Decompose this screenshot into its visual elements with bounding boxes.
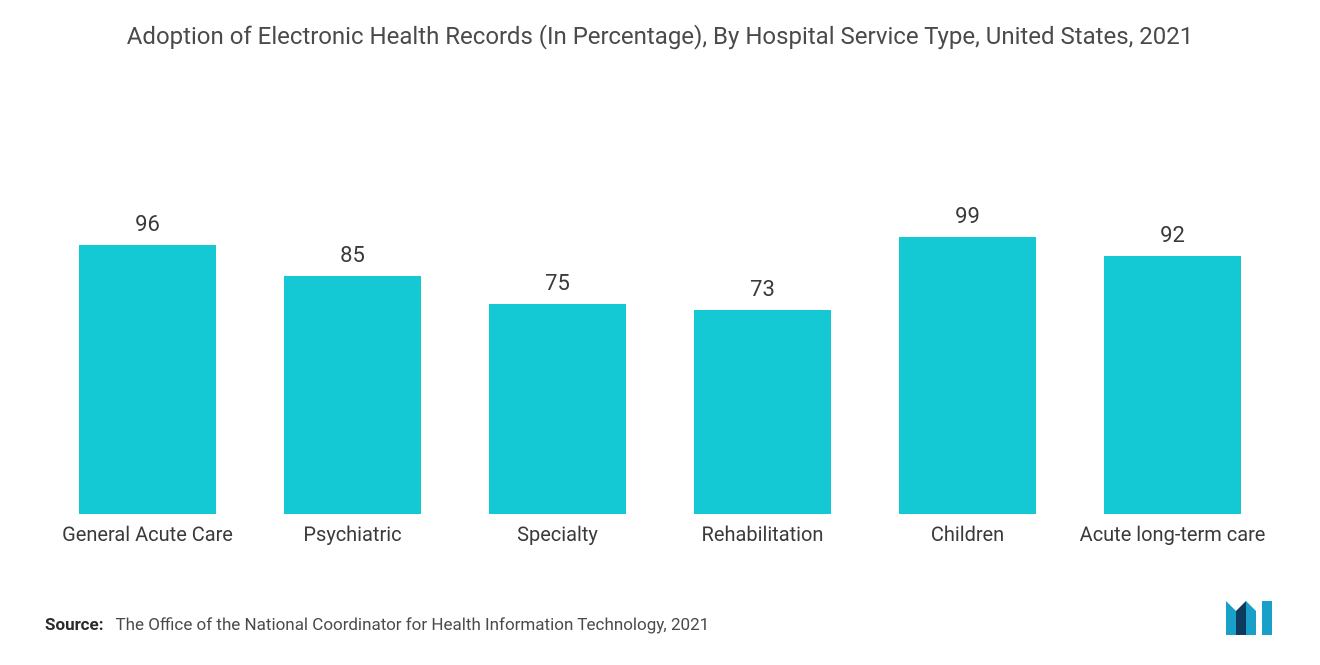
bar-category-label: Rehabilitation [702, 522, 824, 576]
bar-value-label: 75 [545, 271, 570, 296]
bar-group: 92 Acute long-term care [1070, 122, 1275, 576]
bar-group: 99 Children [865, 122, 1070, 576]
brand-logo-icon [1224, 595, 1280, 635]
bar-value-label: 73 [750, 277, 775, 302]
source-text: The Office of the National Coordinator f… [115, 615, 709, 635]
bar-value-label: 96 [135, 212, 160, 237]
bar [1104, 256, 1240, 514]
source-footer: Source: The Office of the National Coord… [45, 581, 1275, 635]
bar-category-label: Specialty [517, 522, 598, 576]
bar-category-label: Psychiatric [303, 522, 401, 576]
bar [489, 304, 625, 514]
bar-value-label: 99 [955, 204, 980, 229]
bar [694, 310, 830, 514]
bar [284, 276, 420, 514]
bar [79, 245, 215, 514]
bar-group: 75 Specialty [455, 122, 660, 576]
plot-area: 96 General Acute Care 85 Psychiatric 75 Speci… [45, 62, 1275, 581]
bar [899, 237, 1035, 514]
bar-category-label: Children [931, 522, 1004, 576]
bar-group: 73 Rehabilitation [660, 122, 865, 576]
source-label: Source: [45, 615, 103, 635]
chart-title: Adoption of Electronic Health Records (I… [45, 20, 1275, 62]
bar-group: 96 General Acute Care [45, 122, 250, 576]
bar-group: 85 Psychiatric [250, 122, 455, 576]
bar-category-label: Acute long-term care [1080, 522, 1266, 576]
bar-category-label: General Acute Care [62, 522, 233, 576]
chart-container: Adoption of Electronic Health Records (I… [0, 0, 1320, 665]
bar-value-label: 85 [340, 243, 365, 268]
bar-value-label: 92 [1160, 223, 1185, 248]
